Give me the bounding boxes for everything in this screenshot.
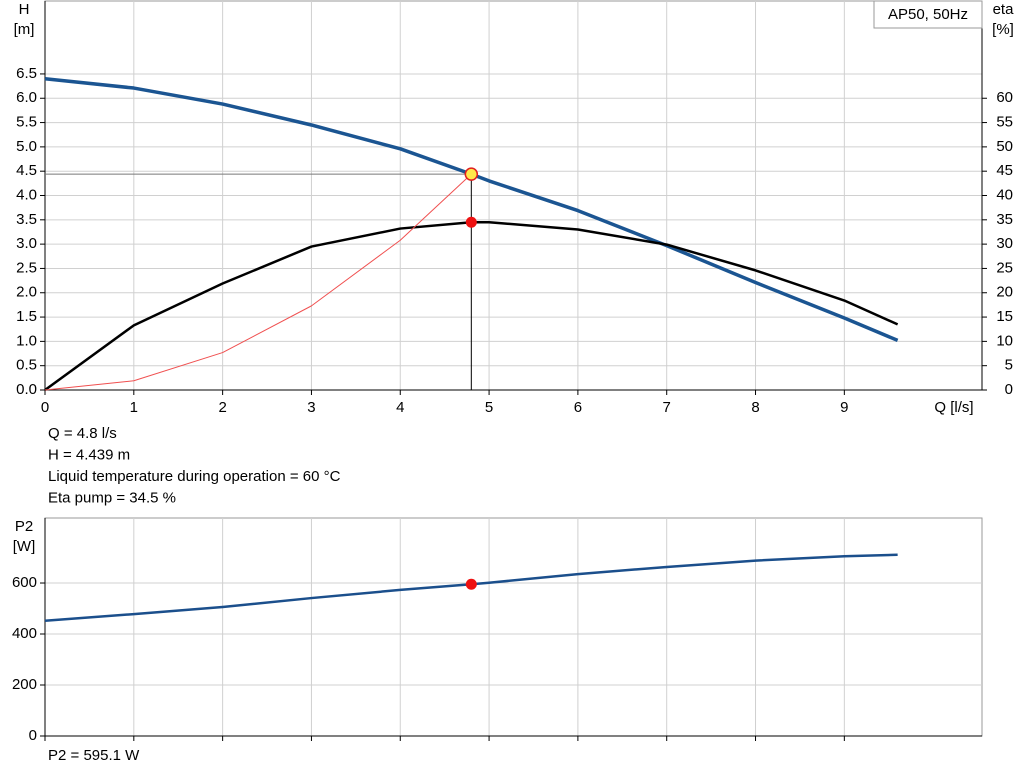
y2-tick-label: 15: [996, 308, 1013, 325]
y-tick-label: 3.0: [16, 235, 37, 252]
annotation: P2 = 595.1 W: [48, 747, 140, 764]
annotation: Eta pump = 34.5 %: [48, 489, 176, 506]
y-tick-label: 3.5: [16, 211, 37, 228]
series-line: [44, 220, 899, 392]
x-tick-label: 3: [307, 399, 315, 416]
y2-tick-label: 35: [996, 211, 1013, 228]
series-line: [44, 77, 899, 343]
annotation: H = 4.439 m: [48, 446, 130, 463]
x-axis-label: Q [l/s]: [934, 399, 973, 416]
x-tick-label: 2: [218, 399, 226, 416]
plot-area: [44, 517, 983, 737]
y-axis-label: [W]: [13, 538, 36, 555]
y-tick-label: 600: [12, 574, 37, 591]
annotation: Q = 4.8 l/s: [48, 425, 117, 442]
y-tick-label: 4.5: [16, 162, 37, 179]
x-tick-label: 8: [751, 399, 759, 416]
y2-tick-label: 50: [996, 138, 1013, 155]
y-tick-label: 0.5: [16, 357, 37, 374]
y-tick-label: 2.5: [16, 259, 37, 276]
y2-tick-label: 0: [1005, 381, 1013, 398]
y-axis-label: [m]: [14, 21, 35, 38]
series-line: [44, 553, 898, 622]
y2-tick-label: 25: [996, 259, 1013, 276]
x-tick-label: 5: [485, 399, 493, 416]
y-tick-label: 5.0: [16, 138, 37, 155]
y2-tick-label: 5: [1005, 357, 1013, 374]
y-tick-label: 0: [29, 727, 37, 744]
operating-point: [465, 578, 477, 590]
x-tick-label: 0: [41, 399, 49, 416]
x-tick-label: 4: [396, 399, 404, 416]
y-tick-label: 6.0: [16, 89, 37, 106]
y-tick-label: 6.5: [16, 65, 37, 82]
x-tick-label: 6: [574, 399, 582, 416]
y2-tick-label: 20: [996, 284, 1013, 301]
y-tick-label: 1.5: [16, 308, 37, 325]
y-tick-label: 2.0: [16, 284, 37, 301]
annotation: Liquid temperature during operation = 60…: [48, 468, 341, 485]
y2-tick-label: 55: [996, 114, 1013, 131]
y-tick-label: 4.0: [16, 186, 37, 203]
series-line: [44, 173, 472, 391]
y2-tick-label: 45: [996, 162, 1013, 179]
y2-tick-label: 40: [996, 186, 1013, 203]
x-tick-label: 9: [840, 399, 848, 416]
operating-point: [464, 167, 479, 181]
y-axis-label: P2: [15, 518, 33, 535]
operating-point: [465, 216, 477, 228]
y-tick-label: 200: [12, 676, 37, 693]
y-tick-label: 0.0: [16, 381, 37, 398]
x-tick-label: 1: [130, 399, 138, 416]
y2-tick-label: 60: [996, 89, 1013, 106]
y2-tick-label: 30: [996, 235, 1013, 252]
y-tick-label: 5.5: [16, 114, 37, 131]
legend-label: AP50, 50Hz: [888, 6, 968, 23]
x-tick-label: 7: [663, 399, 671, 416]
y2-axis-label: [%]: [992, 21, 1014, 38]
y-axis-label: H: [19, 1, 30, 18]
y-tick-label: 400: [12, 625, 37, 642]
legend-box: [873, 0, 983, 29]
y-tick-label: 1.0: [16, 332, 37, 349]
y2-axis-label: eta: [993, 1, 1015, 18]
y2-tick-label: 10: [996, 332, 1013, 349]
